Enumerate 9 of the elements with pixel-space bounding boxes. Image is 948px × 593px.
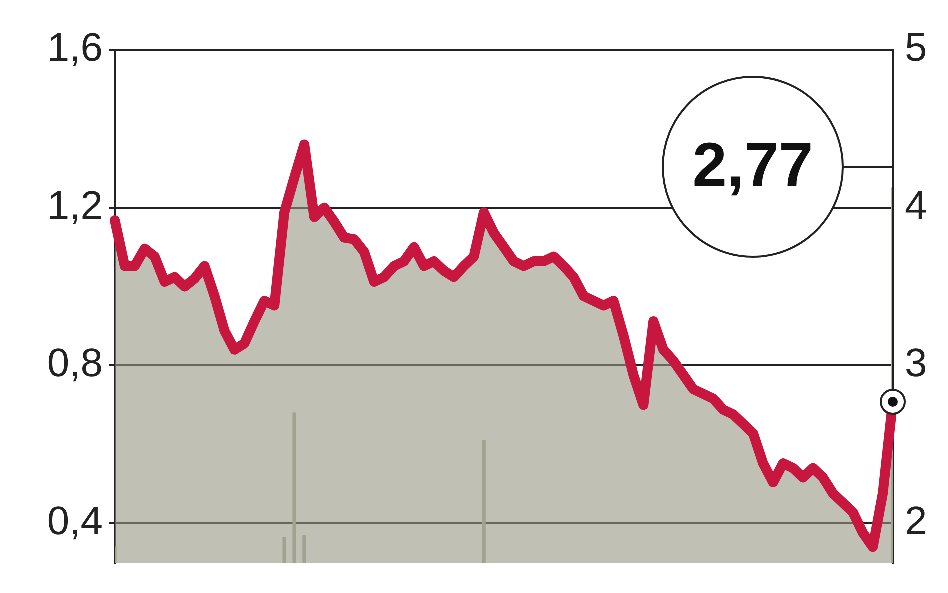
y2-tick-label: 3 (905, 342, 928, 386)
y2-tick-label: 2 (905, 500, 928, 544)
y-tick-label: 1,6 (47, 26, 103, 70)
y-tick-label: 0,8 (47, 342, 103, 386)
y2-tick-label: 4 (905, 184, 928, 228)
annotation: 2,77 (692, 131, 814, 200)
y-tick-label: 0,4 (47, 500, 103, 544)
y2-tick-label: 5 (905, 26, 928, 70)
y-tick-label: 1,2 (47, 184, 103, 228)
